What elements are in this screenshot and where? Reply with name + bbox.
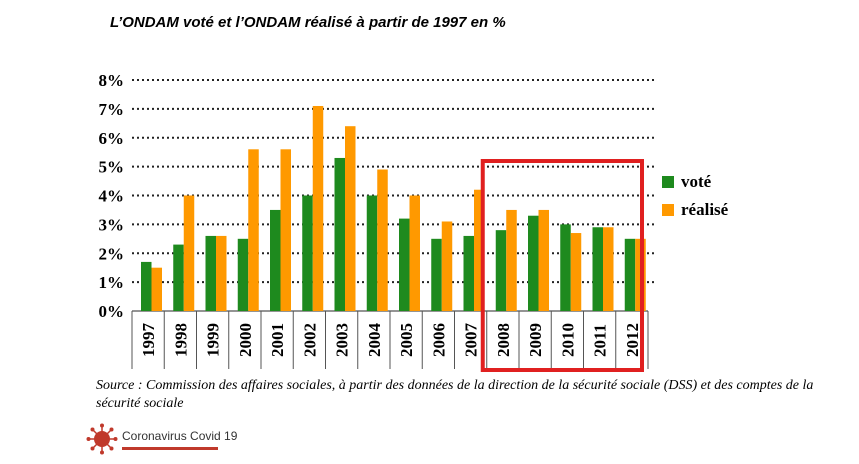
bar-realise bbox=[151, 267, 162, 311]
bar-realise bbox=[377, 169, 388, 311]
bar-realise bbox=[506, 209, 517, 311]
bar-vote bbox=[270, 209, 281, 311]
source-note: Source : Commission des affaires sociale… bbox=[96, 378, 814, 411]
bar-vote bbox=[560, 224, 571, 311]
x-tick-label: 1997 bbox=[139, 323, 158, 358]
bar-vote bbox=[173, 244, 184, 311]
x-tick-label: 2012 bbox=[623, 323, 642, 357]
bar-realise bbox=[312, 105, 324, 311]
bar-realise bbox=[345, 126, 356, 311]
bar-vote bbox=[431, 238, 442, 311]
bar-realise bbox=[248, 149, 259, 311]
bar-realise bbox=[474, 189, 485, 311]
y-tick-label: 8% bbox=[99, 71, 125, 90]
y-tick-label: 4% bbox=[99, 187, 125, 206]
logo-text: Coronavirus Covid 19 bbox=[122, 429, 238, 443]
y-tick-label: 3% bbox=[99, 215, 125, 234]
x-tick-label: 1998 bbox=[171, 323, 190, 357]
bar-realise bbox=[570, 233, 582, 311]
y-tick-label: 7% bbox=[99, 100, 125, 119]
highlight-box bbox=[480, 159, 644, 372]
bar-vote bbox=[141, 261, 152, 311]
bar-vote bbox=[302, 195, 313, 311]
x-tick-label: 2010 bbox=[558, 323, 577, 357]
x-tick-label: 2008 bbox=[494, 323, 513, 357]
bar-vote bbox=[366, 195, 378, 311]
x-tick-label: 2006 bbox=[429, 323, 448, 357]
bar-vote bbox=[624, 238, 636, 311]
x-tick-label: 2009 bbox=[526, 323, 545, 357]
x-tick-label: 2002 bbox=[300, 323, 319, 357]
y-tick-label: 0% bbox=[99, 302, 125, 321]
bar-vote bbox=[334, 157, 345, 311]
x-tick-label: 2011 bbox=[591, 324, 610, 357]
x-tick-label: 2004 bbox=[365, 323, 384, 358]
legend-label: voté bbox=[681, 172, 712, 191]
bar-chart: 0% 1% 2% 3% 4% 5% 6% 7% 8% 1997 1998 1999 2000 2001 20… bbox=[99, 71, 729, 372]
x-tick-label: 2003 bbox=[333, 323, 352, 357]
x-tick-label: 2001 bbox=[268, 323, 287, 357]
bar-realise bbox=[538, 209, 549, 311]
logo-underline bbox=[122, 447, 218, 450]
bar-realise bbox=[183, 195, 195, 311]
bar-vote bbox=[399, 218, 410, 311]
x-tick-label: 1999 bbox=[204, 323, 223, 357]
legend-label: réalisé bbox=[681, 200, 729, 219]
virus-icon bbox=[86, 423, 118, 455]
x-tick-label: 2007 bbox=[462, 323, 481, 358]
bar-realise bbox=[409, 195, 420, 311]
logo: Coronavirus Covid 19 bbox=[86, 423, 286, 457]
bar-realise bbox=[280, 149, 291, 311]
y-tick-label: 6% bbox=[99, 129, 125, 148]
bar-vote bbox=[495, 230, 507, 311]
bar-vote bbox=[237, 238, 249, 311]
bar-realise bbox=[603, 227, 614, 311]
y-tick-label: 5% bbox=[99, 158, 125, 177]
chart-title: L’ONDAM voté et l’ONDAM réalisé à partir… bbox=[110, 14, 506, 31]
bar-vote bbox=[205, 235, 216, 311]
x-tick-label: 2005 bbox=[397, 323, 416, 357]
bar-vote bbox=[528, 215, 539, 311]
y-tick-label: 1% bbox=[99, 273, 125, 292]
x-tick-label: 2000 bbox=[236, 323, 255, 357]
bar-vote bbox=[592, 227, 603, 311]
y-tick-label: 2% bbox=[99, 244, 125, 263]
bar-vote bbox=[463, 235, 474, 311]
legend-swatch bbox=[662, 204, 674, 216]
bar-realise bbox=[216, 235, 227, 311]
bar-realise bbox=[441, 221, 453, 311]
legend-swatch bbox=[662, 176, 674, 188]
